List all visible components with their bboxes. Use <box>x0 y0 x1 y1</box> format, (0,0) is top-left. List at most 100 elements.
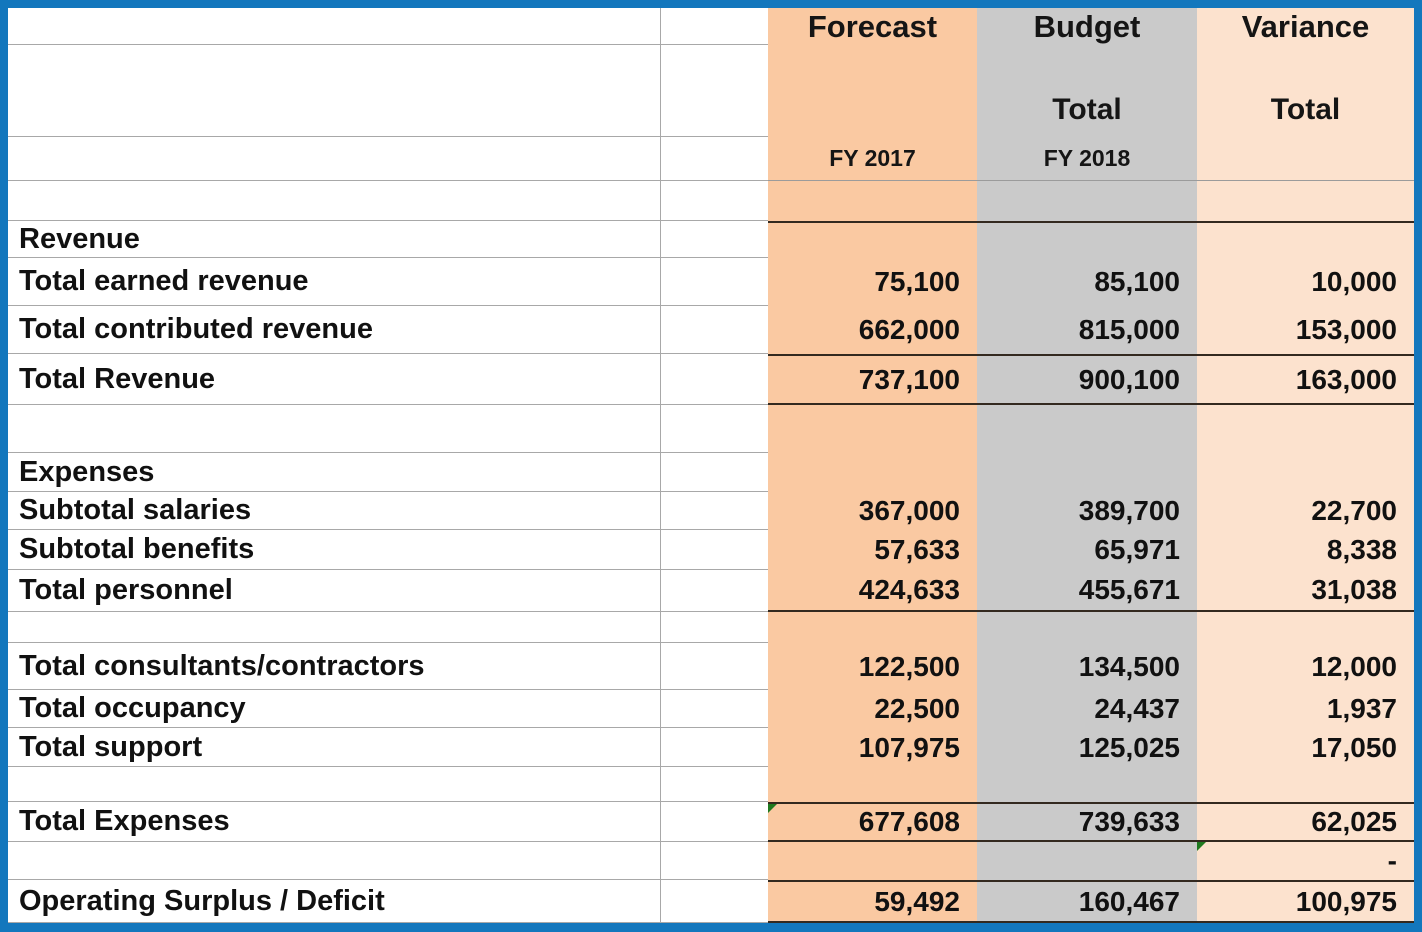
spacer-cell[interactable] <box>660 45 768 137</box>
spacer-cell[interactable] <box>660 530 768 570</box>
subheader-variance-total[interactable]: Total <box>1197 45 1414 137</box>
cell-forecast[interactable]: 75,100 <box>768 258 977 306</box>
cell-budget[interactable]: 160,467 <box>977 880 1197 923</box>
cell-budget[interactable] <box>977 181 1197 221</box>
cell-forecast[interactable] <box>768 767 977 802</box>
cell-forecast[interactable]: 424,633 <box>768 570 977 612</box>
spacer-cell[interactable] <box>660 492 768 530</box>
cell-forecast[interactable] <box>768 453 977 492</box>
spacer-cell[interactable] <box>660 802 768 842</box>
cell-budget[interactable]: 24,437 <box>977 690 1197 728</box>
cell-variance[interactable]: 8,338 <box>1197 530 1414 570</box>
spacer-cell[interactable] <box>660 728 768 767</box>
spacer-cell[interactable] <box>660 643 768 690</box>
spacer-cell[interactable] <box>660 258 768 306</box>
subheader-budget-total[interactable]: Total <box>977 45 1197 137</box>
cell-budget[interactable]: 389,700 <box>977 492 1197 530</box>
row-label[interactable] <box>8 842 660 880</box>
row-label[interactable]: Expenses <box>8 453 660 492</box>
cell-variance[interactable] <box>1197 181 1414 221</box>
spacer-cell[interactable] <box>660 453 768 492</box>
cell-variance[interactable]: 22,700 <box>1197 492 1414 530</box>
cell-forecast[interactable] <box>768 612 977 643</box>
row-label[interactable]: Total occupancy <box>8 690 660 728</box>
cell-budget[interactable] <box>977 767 1197 802</box>
row-label[interactable]: Revenue <box>8 221 660 258</box>
row-label[interactable]: Total support <box>8 728 660 767</box>
cell-variance[interactable] <box>1197 221 1414 258</box>
header-label-cell[interactable] <box>8 137 660 181</box>
cell-variance[interactable]: 163,000 <box>1197 354 1414 405</box>
spacer-cell[interactable] <box>660 221 768 258</box>
cell-variance[interactable]: 1,937 <box>1197 690 1414 728</box>
cell-forecast[interactable] <box>768 181 977 221</box>
cell-forecast[interactable]: 22,500 <box>768 690 977 728</box>
cell-budget[interactable]: 900,100 <box>977 354 1197 405</box>
column-header-variance[interactable]: Variance <box>1197 8 1414 45</box>
spacer-cell[interactable] <box>660 880 768 923</box>
cell-budget[interactable]: 739,633 <box>977 802 1197 842</box>
row-label[interactable]: Total personnel <box>8 570 660 612</box>
spacer-cell[interactable] <box>660 8 768 45</box>
subheader-forecast[interactable] <box>768 45 977 137</box>
spacer-cell[interactable] <box>660 570 768 612</box>
row-label[interactable]: Subtotal benefits <box>8 530 660 570</box>
spacer-cell[interactable] <box>660 690 768 728</box>
cell-budget[interactable] <box>977 405 1197 453</box>
cell-variance[interactable]: - <box>1197 842 1414 880</box>
cell-variance[interactable]: 153,000 <box>1197 306 1414 354</box>
cell-variance[interactable] <box>1197 453 1414 492</box>
cell-forecast[interactable]: 737,100 <box>768 354 977 405</box>
spacer-cell[interactable] <box>660 842 768 880</box>
cell-forecast[interactable]: 57,633 <box>768 530 977 570</box>
cell-forecast[interactable] <box>768 405 977 453</box>
cell-forecast[interactable]: 662,000 <box>768 306 977 354</box>
cell-variance[interactable]: 100,975 <box>1197 880 1414 923</box>
cell-budget[interactable] <box>977 221 1197 258</box>
cell-variance[interactable] <box>1197 612 1414 643</box>
cell-budget[interactable]: 134,500 <box>977 643 1197 690</box>
cell-budget[interactable]: 125,025 <box>977 728 1197 767</box>
header-label-cell[interactable] <box>8 8 660 45</box>
cell-budget[interactable]: 455,671 <box>977 570 1197 612</box>
row-label[interactable]: Total Expenses <box>8 802 660 842</box>
spacer-cell[interactable] <box>660 181 768 221</box>
cell-variance[interactable]: 12,000 <box>1197 643 1414 690</box>
fiscal-year-variance[interactable] <box>1197 137 1414 181</box>
spacer-cell[interactable] <box>660 354 768 405</box>
cell-budget[interactable] <box>977 612 1197 643</box>
row-label[interactable] <box>8 405 660 453</box>
fiscal-year-budget[interactable]: FY 2018 <box>977 137 1197 181</box>
cell-variance[interactable]: 62,025 <box>1197 802 1414 842</box>
column-header-budget[interactable]: Budget <box>977 8 1197 45</box>
cell-budget[interactable]: 815,000 <box>977 306 1197 354</box>
row-label[interactable]: Operating Surplus / Deficit <box>8 880 660 923</box>
row-label[interactable]: Total earned revenue <box>8 258 660 306</box>
row-label[interactable]: Total Revenue <box>8 354 660 405</box>
column-header-forecast[interactable]: Forecast <box>768 8 977 45</box>
cell-variance[interactable]: 17,050 <box>1197 728 1414 767</box>
cell-variance[interactable]: 10,000 <box>1197 258 1414 306</box>
cell-budget[interactable]: 85,100 <box>977 258 1197 306</box>
row-label[interactable] <box>8 767 660 802</box>
cell-budget[interactable] <box>977 453 1197 492</box>
spacer-cell[interactable] <box>660 137 768 181</box>
row-label[interactable]: Subtotal salaries <box>8 492 660 530</box>
spacer-cell[interactable] <box>660 306 768 354</box>
cell-budget[interactable] <box>977 842 1197 880</box>
spacer-cell[interactable] <box>660 612 768 643</box>
spacer-cell[interactable] <box>660 767 768 802</box>
cell-forecast[interactable] <box>768 842 977 880</box>
cell-forecast[interactable]: 367,000 <box>768 492 977 530</box>
cell-variance[interactable] <box>1197 405 1414 453</box>
spacer-cell[interactable] <box>660 405 768 453</box>
cell-forecast[interactable]: 59,492 <box>768 880 977 923</box>
row-label[interactable] <box>8 612 660 643</box>
row-label[interactable] <box>8 181 660 221</box>
header-label-cell[interactable] <box>8 45 660 137</box>
row-label[interactable]: Total contributed revenue <box>8 306 660 354</box>
fiscal-year-forecast[interactable]: FY 2017 <box>768 137 977 181</box>
cell-forecast[interactable]: 107,975 <box>768 728 977 767</box>
cell-variance[interactable]: 31,038 <box>1197 570 1414 612</box>
cell-variance[interactable] <box>1197 767 1414 802</box>
